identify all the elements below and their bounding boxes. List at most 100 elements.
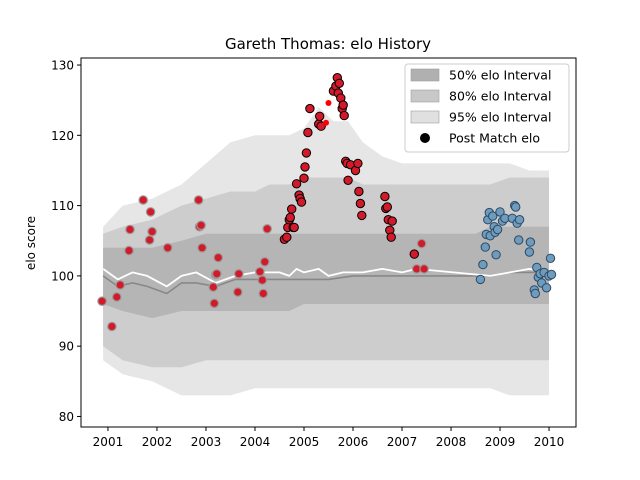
legend-marker — [420, 133, 430, 143]
x-tick-label: 2008 — [436, 435, 467, 449]
data-point — [299, 173, 309, 183]
data-point — [338, 100, 348, 110]
data-point — [257, 275, 268, 285]
data-point — [525, 237, 536, 247]
data-point — [478, 259, 488, 270]
data-point — [138, 195, 148, 205]
band-50 — [103, 226, 549, 319]
y-tick-label: 100 — [51, 269, 74, 283]
data-point — [233, 287, 243, 297]
y-tick-label: 120 — [51, 129, 74, 143]
data-point — [343, 175, 353, 186]
data-point — [325, 100, 332, 106]
x-tick-label: 2003 — [191, 435, 222, 449]
x-tick-label: 2004 — [240, 435, 271, 449]
data-point — [419, 264, 429, 274]
y-tick-label: 90 — [59, 340, 74, 354]
data-point — [541, 283, 552, 293]
x-tick-label: 2006 — [338, 435, 369, 449]
data-point — [339, 110, 349, 121]
data-point — [475, 274, 486, 285]
data-point — [145, 207, 156, 217]
x-tick-label: 2002 — [142, 435, 173, 449]
data-point — [416, 238, 427, 249]
data-point — [196, 220, 206, 231]
interval-bands — [103, 107, 549, 396]
data-point — [387, 216, 397, 226]
data-point — [530, 288, 540, 299]
data-point — [495, 207, 505, 217]
data-point — [209, 298, 220, 309]
data-point — [262, 224, 272, 234]
data-point — [492, 224, 503, 235]
legend: 50% elo Interval 80% elo Interval 95% elo … — [404, 63, 570, 153]
data-point — [380, 191, 390, 202]
data-point — [282, 232, 292, 242]
data-point — [144, 235, 155, 245]
legend-label: 80% elo Interval — [449, 89, 551, 104]
data-point — [285, 212, 295, 223]
data-point — [354, 186, 364, 197]
data-point — [514, 215, 525, 225]
legend-swatch — [410, 89, 440, 103]
data-point — [511, 202, 521, 212]
data-point — [147, 226, 157, 237]
data-point — [386, 232, 396, 242]
x-tick-label: 2001 — [93, 435, 124, 449]
data-point — [334, 78, 344, 89]
data-point — [514, 235, 524, 245]
median-line — [102, 271, 549, 295]
data-point — [545, 253, 556, 263]
data-point — [357, 210, 367, 221]
data-point — [112, 292, 122, 302]
data-point — [197, 243, 207, 253]
y-tick-label: 130 — [51, 59, 74, 73]
legend-label: 95% elo Interval — [449, 110, 551, 125]
x-tick-label: 2009 — [485, 435, 516, 449]
data-point — [305, 103, 315, 114]
data-point — [296, 197, 307, 207]
data-point — [480, 242, 490, 252]
data-point — [301, 148, 312, 158]
data-point — [524, 247, 535, 257]
data-point — [353, 158, 363, 169]
chart-title: Gareth Thomas: elo History — [225, 35, 431, 53]
data-point — [115, 280, 125, 290]
data-point — [258, 288, 269, 299]
data-point — [162, 243, 173, 253]
data-point — [107, 321, 117, 332]
legend-box — [404, 63, 570, 153]
data-point — [259, 256, 270, 267]
data-point — [491, 250, 501, 260]
legend-swatch — [410, 110, 440, 124]
data-point — [546, 269, 557, 280]
x-tick-label: 2005 — [289, 435, 320, 449]
y-axis: 80 90 100 110 120 130 — [51, 59, 81, 424]
legend-label: 50% elo Interval — [449, 68, 551, 83]
data-point — [234, 268, 244, 279]
data-point — [291, 179, 302, 189]
x-axis: 2001 2002 2003 2004 2005 2006 2007 2008 2009 2010 — [93, 427, 565, 449]
data-point — [382, 202, 392, 212]
data-point — [255, 266, 265, 277]
data-point — [97, 296, 107, 306]
legend-swatch — [410, 68, 440, 82]
y-tick-label: 110 — [51, 199, 74, 213]
data-point — [323, 119, 329, 126]
data-point — [300, 162, 310, 172]
y-axis-label: elo score — [24, 216, 38, 270]
data-point — [315, 111, 325, 122]
data-point — [212, 268, 222, 279]
y-tick-label: 80 — [59, 410, 74, 424]
data-point — [124, 245, 134, 256]
data-point — [289, 222, 299, 233]
data-point — [316, 121, 326, 131]
post-match-points — [97, 73, 557, 332]
legend-label: Post Match elo — [449, 131, 540, 146]
data-point — [193, 195, 204, 205]
data-point — [208, 282, 219, 292]
data-point — [287, 204, 297, 214]
x-tick-label: 2010 — [534, 435, 565, 449]
data-point — [409, 249, 419, 259]
